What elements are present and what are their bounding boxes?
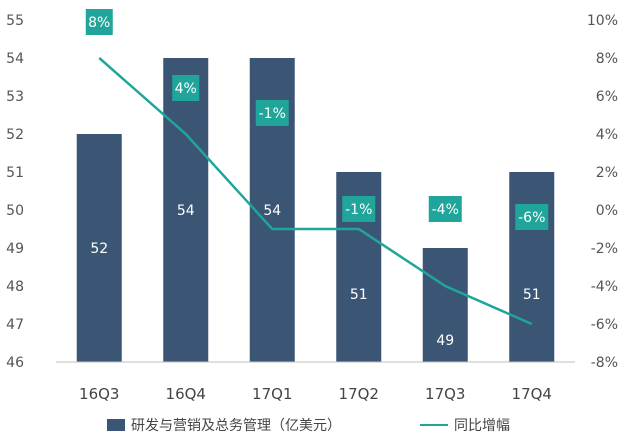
category-axis: 16Q3 16Q4 17Q1 17Q2 17Q3 17Q4 <box>79 385 552 403</box>
pct-label: -1% <box>259 106 286 122</box>
right-tick-label: 6% <box>596 89 618 105</box>
bar-value-label: 54 <box>263 203 281 219</box>
legend-swatch-bars <box>107 419 125 431</box>
bar <box>76 134 122 362</box>
right-tick-label: 2% <box>596 165 618 181</box>
left-axis: 46 47 48 49 50 51 52 53 54 55 <box>6 13 24 371</box>
pct-label: -1% <box>345 202 372 218</box>
left-tick-label: 46 <box>6 355 24 371</box>
left-tick-label: 54 <box>6 51 24 67</box>
left-tick-label: 53 <box>6 89 24 105</box>
line-path <box>98 57 533 326</box>
pct-label: -6% <box>518 210 545 226</box>
bar-value-label: 54 <box>177 203 195 219</box>
category-label: 17Q2 <box>339 385 379 403</box>
left-tick-label: 52 <box>6 127 24 143</box>
pct-label: 4% <box>175 81 197 97</box>
bar-value-label: 49 <box>436 333 454 349</box>
left-tick-label: 50 <box>6 203 24 219</box>
legend-label-bars: 研发与营销及总务管理（亿美元） <box>131 418 341 434</box>
left-tick-label: 49 <box>6 241 24 257</box>
pct-label: 8% <box>88 15 110 31</box>
category-label: 17Q3 <box>425 385 465 403</box>
bar-value-label: 51 <box>350 287 368 303</box>
right-tick-label: -2% <box>591 241 618 257</box>
line-series: 8% 4% -1% -1% -4% -6% <box>85 9 549 326</box>
pct-label-bg <box>342 196 376 222</box>
right-tick-label: 4% <box>596 127 618 143</box>
bar-value-label: 51 <box>523 287 541 303</box>
right-tick-label: 10% <box>587 13 618 29</box>
left-tick-label: 51 <box>6 165 24 181</box>
bar <box>422 248 468 362</box>
right-tick-label: 8% <box>596 51 618 67</box>
bar-series: 52 54 54 51 49 51 <box>56 58 575 363</box>
pct-label: -4% <box>432 202 459 218</box>
category-label: 16Q3 <box>79 385 119 403</box>
pct-label-bg <box>255 100 289 126</box>
right-tick-label: 0% <box>596 203 618 219</box>
bar <box>509 172 555 362</box>
pct-label-bg <box>85 9 113 35</box>
pct-label-bg <box>172 75 200 101</box>
category-label: 17Q4 <box>512 385 552 403</box>
bar-value-label: 52 <box>90 241 108 257</box>
right-tick-label: -8% <box>591 355 618 371</box>
pct-label-bg <box>515 204 549 230</box>
pct-label-bg <box>428 196 462 222</box>
right-tick-label: -4% <box>591 279 618 295</box>
right-axis: -8% -6% -4% -2% 0% 2% 4% 6% 8% 10% <box>587 13 618 371</box>
left-tick-label: 55 <box>6 13 24 29</box>
legend: 研发与营销及总务管理（亿美元） 同比增幅 <box>107 418 510 434</box>
right-tick-label: -6% <box>591 317 618 333</box>
left-tick-label: 48 <box>6 279 24 295</box>
legend-label-line: 同比增幅 <box>454 418 510 434</box>
category-label: 16Q4 <box>166 385 206 403</box>
category-label: 17Q1 <box>252 385 292 403</box>
bar <box>163 58 209 362</box>
left-tick-label: 47 <box>6 317 24 333</box>
